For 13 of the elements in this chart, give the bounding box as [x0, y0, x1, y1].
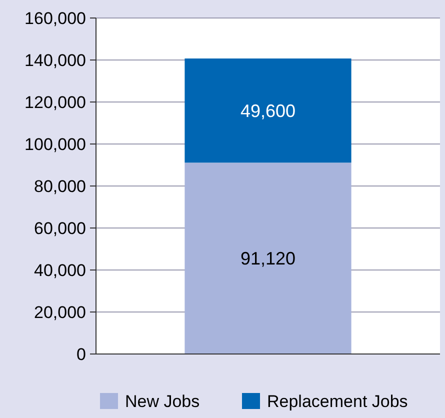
y-tick-label: 120,000: [24, 92, 86, 112]
y-tick-label: 20,000: [34, 302, 86, 322]
legend-label: New Jobs: [125, 392, 200, 411]
y-tick-label: 0: [76, 344, 86, 364]
legend-label: Replacement Jobs: [267, 392, 408, 411]
y-tick-label: 140,000: [24, 50, 86, 70]
y-tick-label: 160,000: [24, 8, 86, 28]
y-tick-label: 40,000: [34, 260, 86, 280]
y-tick-label: 100,000: [24, 134, 86, 154]
y-tick-label: 60,000: [34, 218, 86, 238]
data-label: 49,600: [240, 100, 296, 121]
data-label: 91,120: [240, 248, 296, 269]
y-tick-label: 80,000: [34, 176, 86, 196]
